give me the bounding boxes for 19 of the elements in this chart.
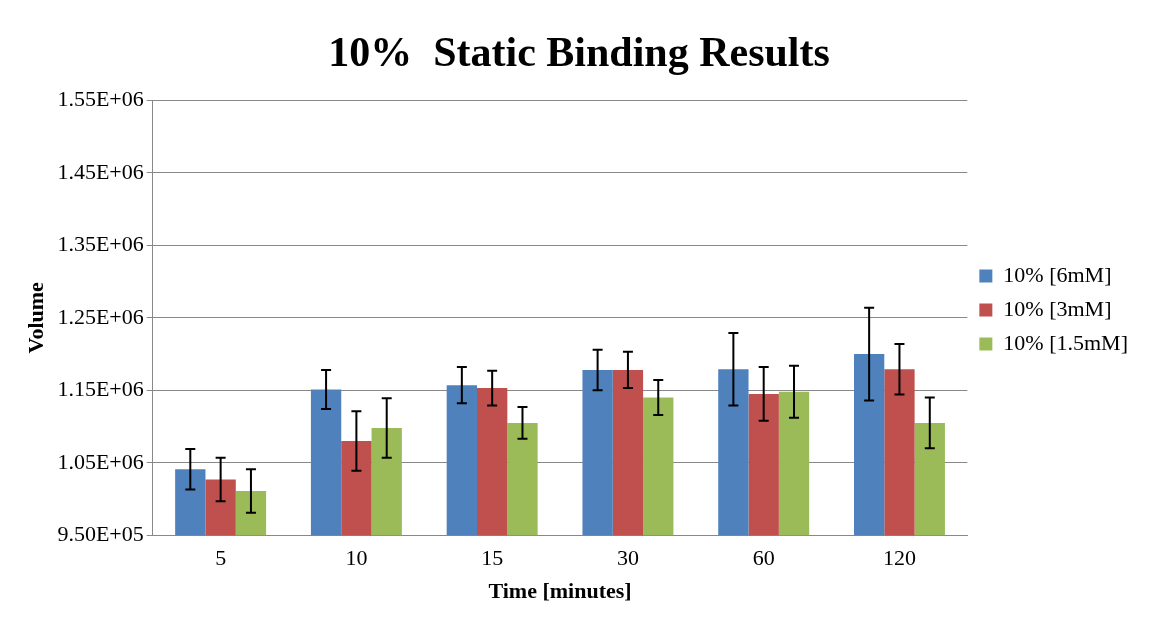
x-tick-label: 30 xyxy=(616,545,639,571)
legend-label: 10% [1.5mM] xyxy=(1003,329,1128,355)
y-tick-label: 9.50E+05 xyxy=(57,520,144,546)
y-tick-label: 1.05E+06 xyxy=(57,448,144,474)
x-tick-label: 60 xyxy=(752,545,775,571)
y-tick-label: 1.45E+06 xyxy=(57,158,144,184)
x-tick-label: 5 xyxy=(215,545,227,571)
y-tick-label: 1.55E+06 xyxy=(57,86,144,112)
legend-label: 10% [3mM] xyxy=(1003,295,1112,321)
x-tick-label: 10 xyxy=(345,545,368,571)
x-tick-label: 15 xyxy=(481,545,504,571)
chart-title: 10% Static Binding Results xyxy=(328,29,830,76)
x-tick-label: 120 xyxy=(882,545,916,571)
y-tick-label: 1.15E+06 xyxy=(57,376,144,402)
y-tick-label: 1.35E+06 xyxy=(57,231,144,257)
y-axis-title: Volume xyxy=(22,281,48,354)
legend-label: 10% [6mM] xyxy=(1003,261,1112,287)
y-tick-label: 1.25E+06 xyxy=(57,303,144,329)
x-axis-title: Time [minutes] xyxy=(488,578,632,604)
